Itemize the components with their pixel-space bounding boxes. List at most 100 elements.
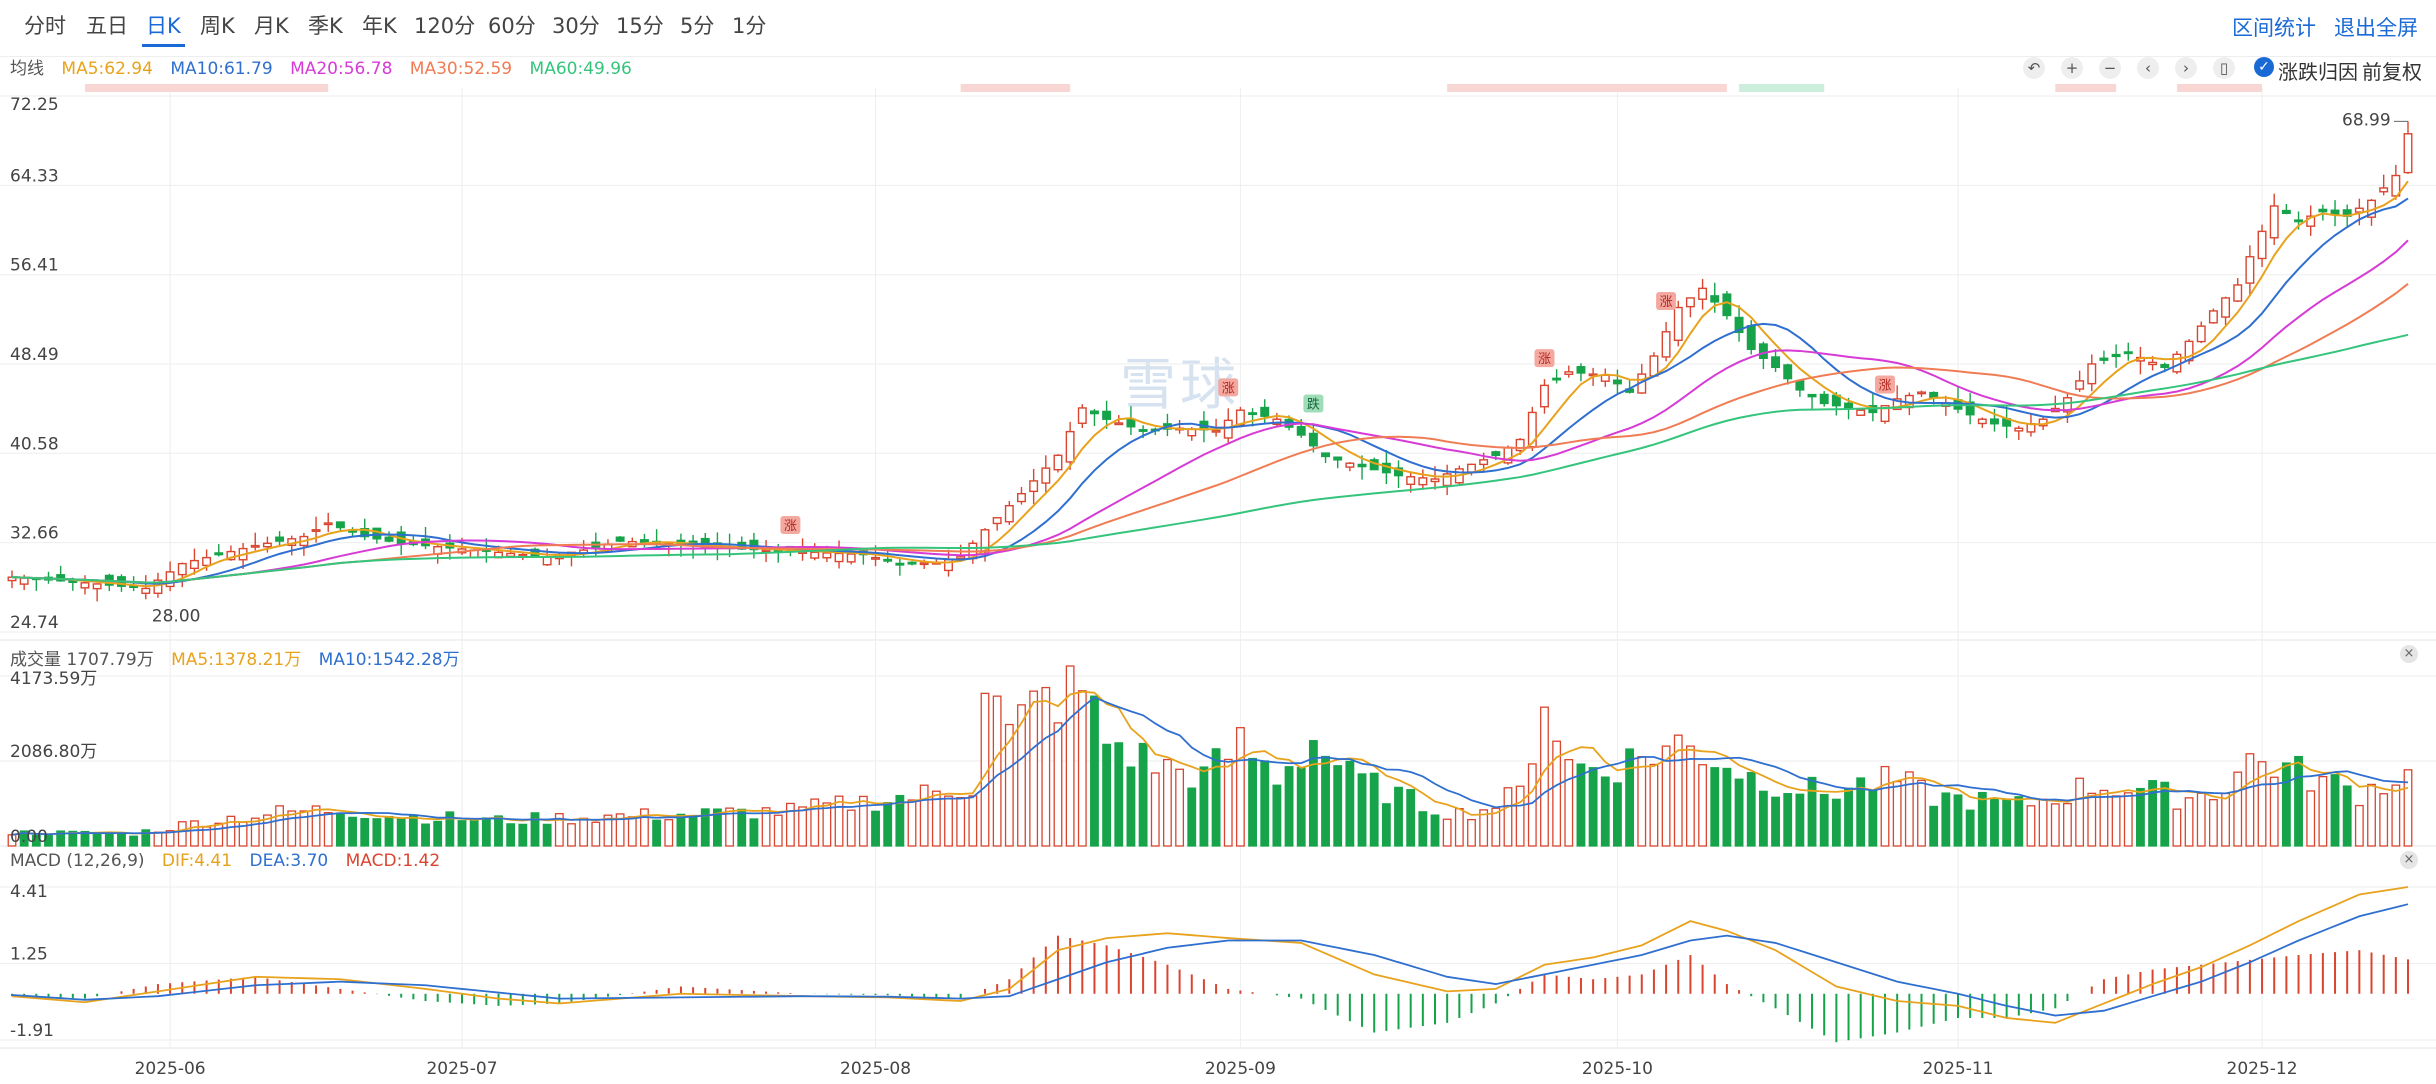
ma30-value: MA30:52.59 [409, 59, 513, 79]
volume-bar [895, 794, 905, 847]
volume-bar [2221, 792, 2230, 847]
period-tab-8[interactable]: 60分 [488, 14, 536, 38]
period-tab-4[interactable]: 月K [254, 14, 289, 38]
volume-bar [1284, 766, 1294, 847]
volume-bar [1795, 793, 1805, 847]
candle-body [1892, 398, 1902, 411]
candle-body [846, 553, 856, 563]
candle-body [372, 527, 382, 540]
candle-body [542, 556, 552, 566]
volume-bar [1430, 814, 1440, 847]
volume-bar [2245, 753, 2255, 847]
volume-bar [2330, 774, 2340, 847]
candle-body [1758, 343, 1768, 360]
volume-bar [567, 823, 576, 847]
event-bar [1739, 84, 1825, 92]
volume-bar [1406, 789, 1416, 847]
candle-body [1211, 429, 1221, 433]
zoom-in-icon[interactable]: + [2061, 57, 2083, 79]
period-tab-12[interactable]: 1分 [732, 14, 767, 38]
volume-bar [1321, 755, 1330, 847]
volume-bar [1771, 796, 1780, 847]
period-tab-2[interactable]: 日K [142, 10, 185, 47]
volume-bar [1248, 757, 1257, 847]
range-stats-link[interactable]: 区间统计 [2232, 16, 2316, 40]
candle-body [1345, 462, 1355, 468]
volume-bar [287, 810, 297, 847]
fit-icon[interactable]: ▯ [2213, 57, 2235, 79]
candle-body [1260, 406, 1270, 417]
period-tab-11[interactable]: 5分 [680, 14, 715, 38]
volume-bar [1515, 785, 1525, 847]
zoom-out-icon[interactable]: − [2099, 57, 2121, 79]
candle-body [1734, 316, 1744, 334]
candle-body [1430, 478, 1440, 483]
candle-body [1248, 412, 1258, 416]
candle-body [1746, 325, 1756, 350]
period-tab-6[interactable]: 年K [362, 14, 397, 38]
volume-bar [1138, 742, 1148, 847]
volume-bar [2002, 798, 2012, 847]
checkbox-checked-icon[interactable]: ✓ [2254, 57, 2274, 77]
macd-tick-label: -1.91 [10, 1021, 54, 1041]
volume-bar [1163, 758, 1172, 847]
volume-bar [2354, 804, 2364, 847]
close-macd-panel-icon[interactable]: × [2400, 851, 2418, 869]
candle-body [1126, 418, 1136, 428]
close-volume-panel-icon[interactable]: × [2400, 645, 2418, 663]
volume-bar [1357, 773, 1367, 847]
candle-body [1077, 407, 1087, 424]
volume-bar [1296, 767, 1306, 847]
period-tab-3[interactable]: 周K [200, 14, 235, 38]
ma30-line [11, 283, 2409, 584]
marker-badge-text: 涨 [1538, 352, 1551, 367]
period-tab-10[interactable]: 15分 [616, 14, 664, 38]
volume-bar [506, 823, 516, 847]
candle-body [1977, 418, 1987, 425]
volume-bar [652, 819, 662, 847]
volume-bar [2099, 789, 2109, 847]
candle-body [506, 552, 516, 558]
candle-body [1771, 356, 1781, 369]
volume-bar [445, 811, 455, 847]
reason-toggle-label[interactable]: 涨跌归因 [2278, 60, 2358, 84]
candle-body [19, 577, 29, 585]
undo-icon[interactable]: ↶ [2023, 57, 2045, 79]
volume-bar [1807, 776, 1817, 847]
chevron-left-icon[interactable]: ‹ [2137, 57, 2159, 79]
candle-body [639, 539, 649, 543]
volume-bar [323, 812, 333, 847]
candle-body [214, 552, 224, 556]
period-tab-5[interactable]: 季K [308, 14, 343, 38]
volume-bar [591, 821, 601, 847]
volume-bar [1090, 695, 1099, 847]
marker-badge-bg [1303, 394, 1324, 413]
period-tab-1[interactable]: 五日 [86, 14, 128, 38]
volume-tick-label: 4173.59万 [10, 669, 97, 689]
volume-bar [1126, 766, 1136, 847]
period-tab-9[interactable]: 30分 [552, 14, 600, 38]
volume-bar [992, 695, 1002, 847]
candle-body [1053, 454, 1063, 471]
period-tab-7[interactable]: 120分 [414, 14, 476, 38]
candle-body [895, 562, 905, 566]
volume-bar [469, 820, 479, 847]
price-tick-label: 32.66 [10, 524, 59, 544]
adjust-mode-label[interactable]: 前复权 [2362, 60, 2422, 84]
exit-fullscreen-link[interactable]: 退出全屏 [2334, 16, 2418, 40]
volume-bar [2038, 798, 2048, 847]
candle-body [1917, 391, 1926, 395]
period-tab-0[interactable]: 分时 [24, 14, 66, 38]
volume-bar [1613, 782, 1622, 847]
volume-bar [457, 820, 467, 847]
candle-body [2294, 219, 2304, 223]
volume-bar [2306, 790, 2316, 847]
volume-bar [129, 835, 139, 847]
marker-badge-bg [1218, 378, 1239, 397]
volume-bar [1053, 722, 1063, 847]
chevron-right-icon[interactable]: › [2175, 57, 2197, 79]
volume-bar [1929, 805, 1939, 847]
candle-body [871, 556, 881, 560]
macd-legend: MACD (12,26,9) DIF:4.41 DEA:3.70 MACD:1.… [10, 851, 452, 871]
